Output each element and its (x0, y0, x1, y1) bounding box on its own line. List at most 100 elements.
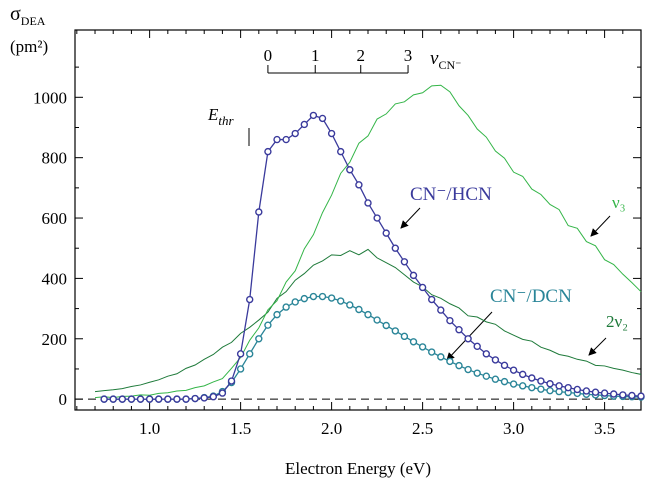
data-point (191, 394, 199, 403)
data-point (537, 385, 545, 393)
data-point (464, 365, 472, 374)
y-tick-label: 800 (42, 149, 68, 168)
data-point (255, 335, 263, 343)
data-point (309, 111, 318, 120)
data-point (236, 365, 245, 373)
data-point (273, 310, 281, 319)
series-line (94, 84, 642, 399)
data-point (400, 258, 409, 266)
data-point (218, 389, 227, 397)
x-tick-label: 1.5 (230, 419, 251, 438)
data-point (364, 310, 372, 319)
data-point (291, 298, 299, 306)
data-point (446, 316, 454, 325)
data-point (373, 214, 381, 222)
data-point (555, 382, 563, 390)
threshold-label: Ethr (207, 105, 235, 128)
y-label-main: σ (10, 3, 21, 25)
data-point (400, 332, 409, 341)
nu3-arrow (590, 215, 611, 237)
y-unit: (pm²) (10, 37, 48, 56)
data-point (509, 380, 518, 388)
data-point (546, 386, 554, 395)
data-point (164, 395, 172, 403)
hcn-label: CN⁻/HCN (410, 184, 492, 205)
data-point (173, 395, 181, 403)
data-point (355, 305, 363, 314)
data-point (464, 335, 472, 343)
vib-level-label: 1 (311, 46, 320, 65)
nu3-label: ν₃ (612, 193, 626, 212)
data-point (591, 388, 600, 396)
2nu2-arrow (588, 337, 607, 356)
data-point (628, 391, 636, 400)
data-point (300, 120, 309, 129)
data-point (528, 374, 536, 382)
data-point (182, 395, 190, 403)
data-point (482, 372, 491, 380)
hcn-arrow (400, 207, 421, 229)
data-point (264, 147, 272, 156)
data-point (519, 370, 527, 379)
data-point (437, 353, 445, 361)
data-point (446, 357, 454, 366)
data-point (418, 283, 427, 292)
data-point (227, 377, 236, 385)
data-point (155, 395, 163, 403)
data-point (145, 395, 154, 403)
data-point (391, 327, 400, 335)
data-point (273, 135, 281, 144)
data-point (246, 295, 254, 304)
data-point (246, 350, 254, 358)
2nu2-label: 2ν₂ (606, 312, 628, 331)
data-point (346, 166, 354, 174)
data-point (391, 244, 400, 252)
data-point (528, 383, 536, 392)
data-point (337, 147, 345, 156)
data-point (500, 377, 509, 386)
vib-label-main: v (430, 48, 439, 69)
y-axis-label: σDEA (10, 3, 46, 28)
vib-level-label: 2 (356, 46, 365, 65)
threshold-main: E (207, 105, 219, 124)
data-point (546, 380, 554, 388)
data-point (482, 350, 491, 358)
data-point (491, 375, 500, 383)
data-point (619, 391, 627, 399)
y-tick-label: 400 (42, 269, 68, 288)
data-point (300, 294, 309, 303)
series-line (104, 114, 642, 400)
y-tick-label: 600 (42, 209, 68, 228)
data-point (582, 387, 591, 395)
data-point (209, 393, 218, 401)
data-point (473, 369, 481, 377)
threshold-sub: thr (218, 113, 234, 128)
x-tick-label: 2.5 (412, 419, 433, 438)
data-point (600, 389, 609, 397)
data-point (109, 395, 117, 403)
data-point (382, 229, 390, 237)
data-point (409, 338, 418, 346)
data-point (418, 343, 427, 351)
y-tick-label: 1000 (33, 88, 67, 107)
data-point (100, 395, 108, 403)
data-point (355, 181, 363, 189)
data-point (118, 395, 127, 403)
data-point (473, 342, 481, 351)
data-point (291, 129, 299, 138)
plot-frame (74, 29, 642, 411)
y-tick-label: 200 (42, 330, 68, 349)
data-point (327, 129, 336, 138)
data-point (610, 390, 618, 398)
x-tick-label: 1.0 (139, 419, 160, 438)
vib-level-label: 3 (404, 46, 413, 65)
data-point (537, 377, 545, 385)
data-point (337, 297, 345, 305)
data-point (455, 326, 463, 334)
vib-level-label: 0 (264, 46, 273, 65)
x-tick-label: 2.0 (321, 419, 342, 438)
y-tick-label: 0 (59, 390, 68, 409)
data-point (200, 394, 208, 402)
